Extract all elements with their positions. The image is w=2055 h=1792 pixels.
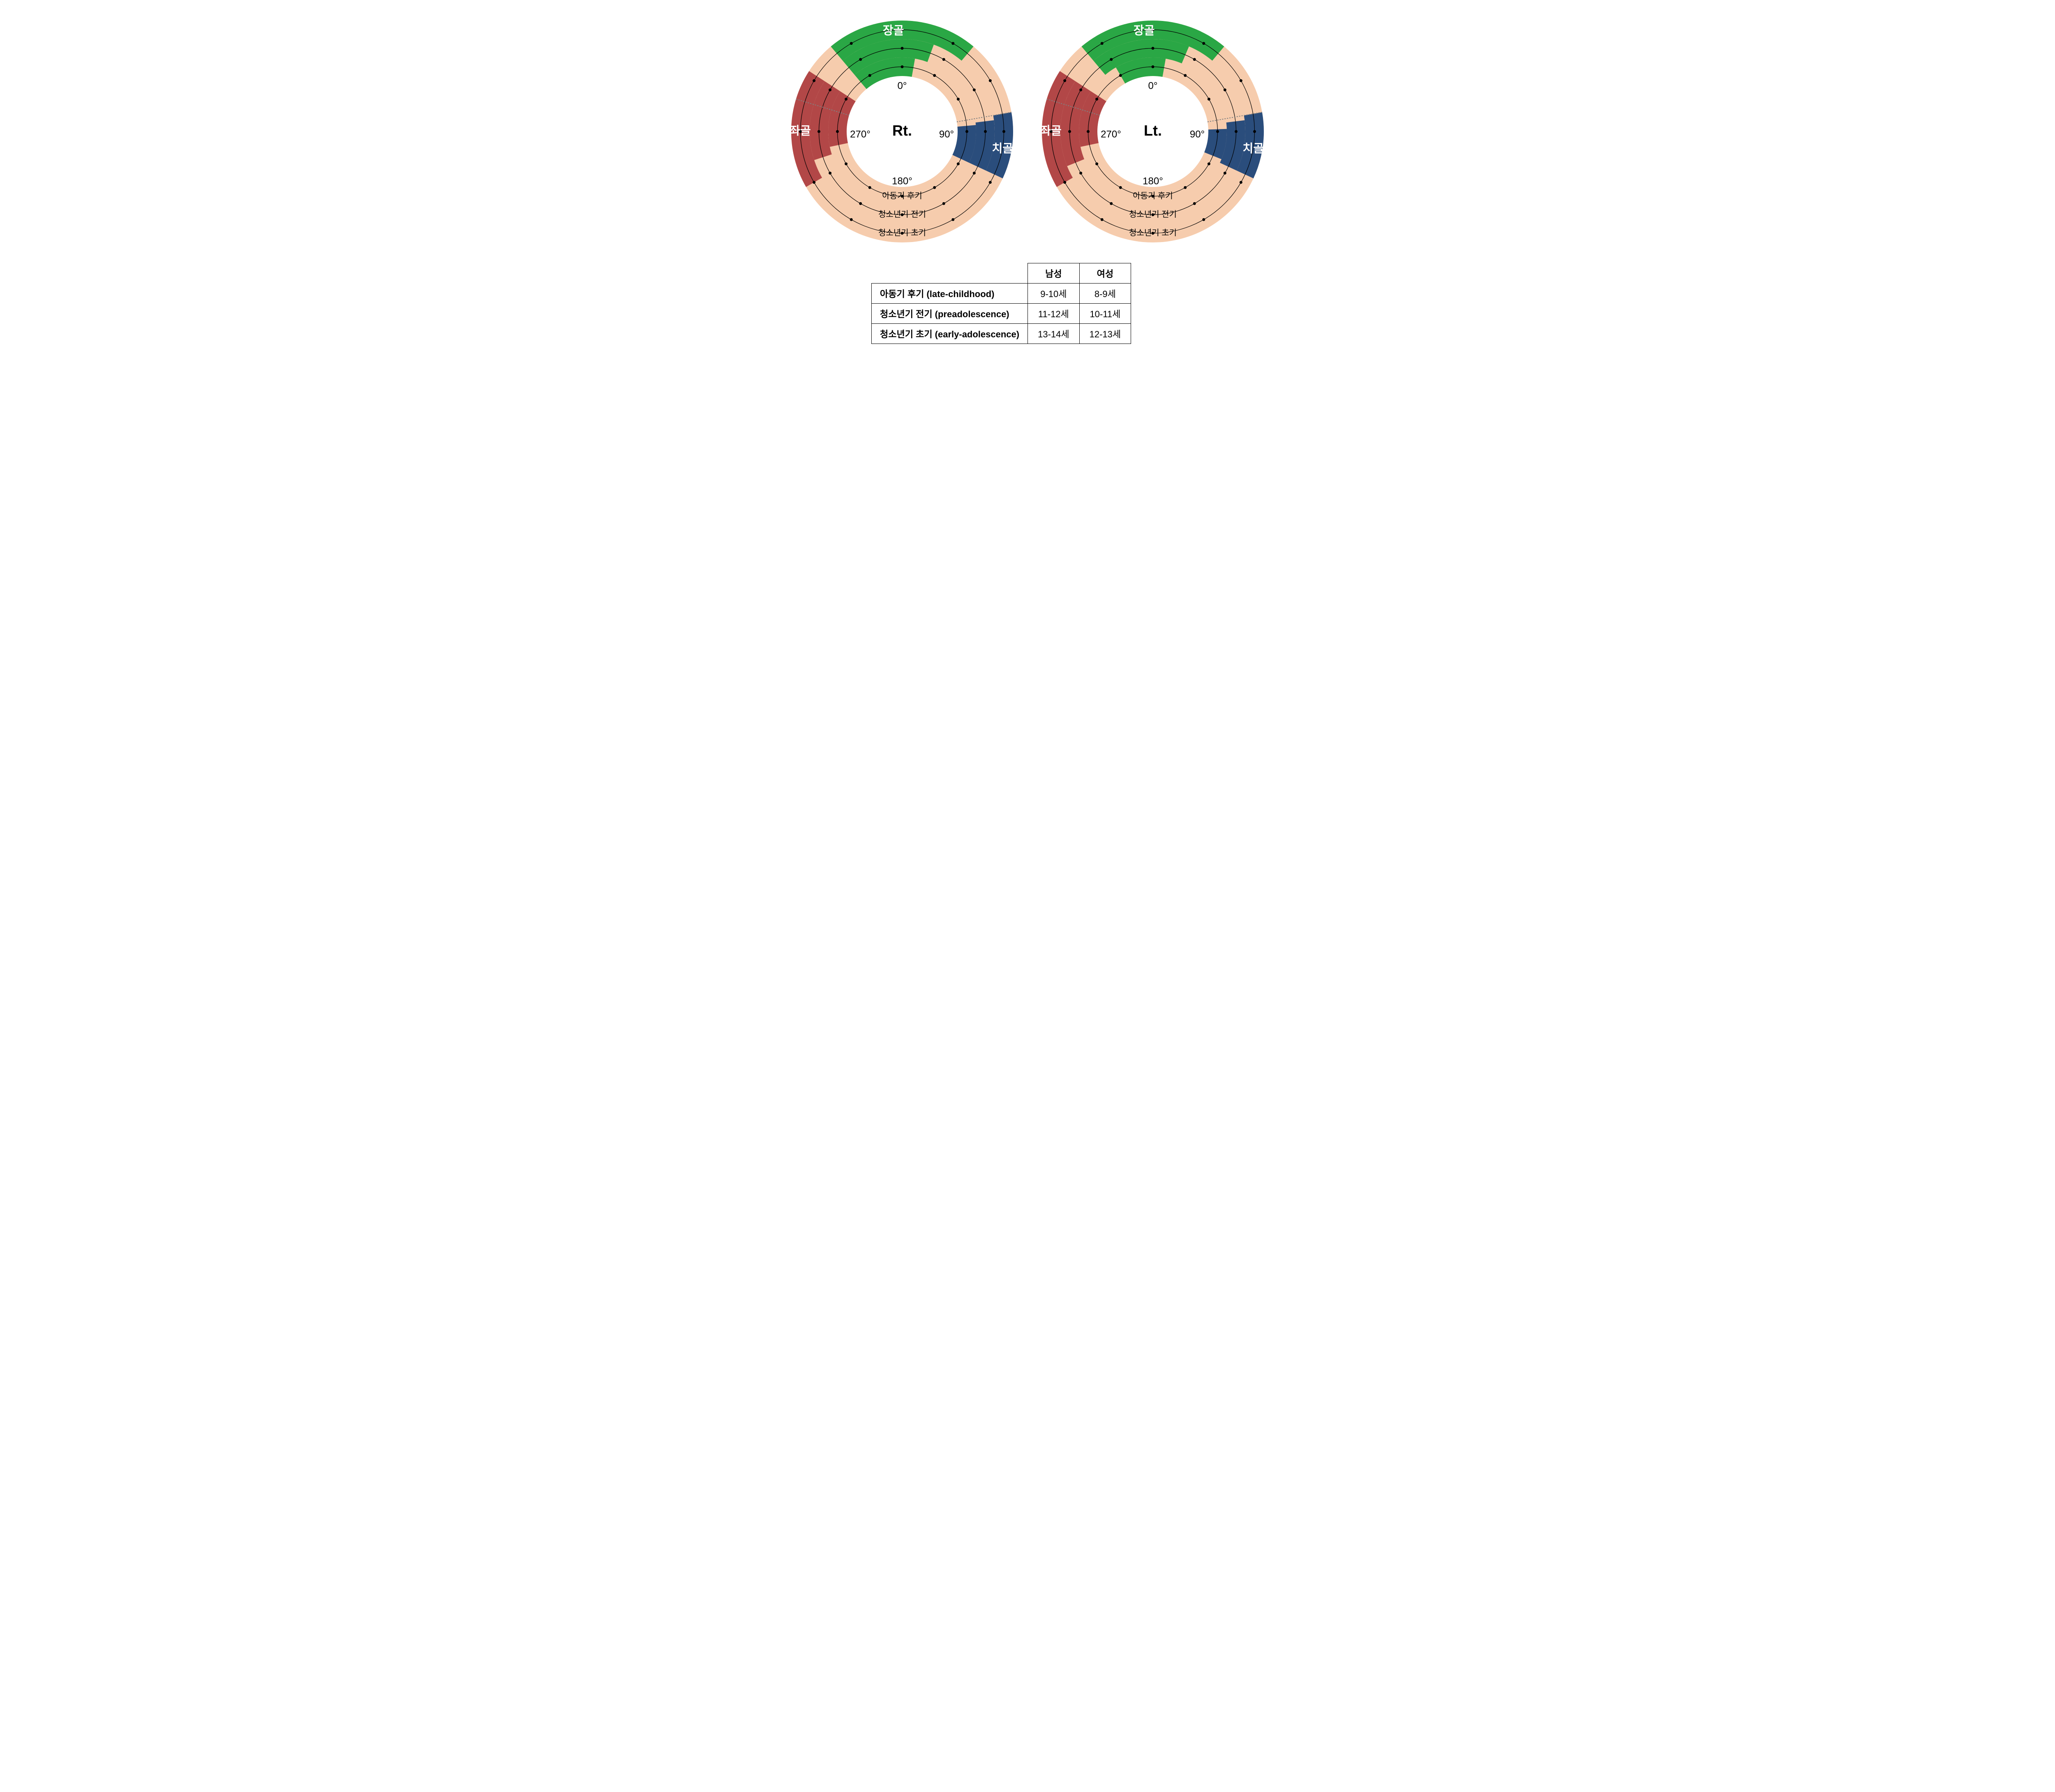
region-label-blue: 치골 xyxy=(1242,142,1264,155)
chart-rt-wrap: 장골좌골치골 0° 90° 180° 270° Rt. 아동기 후기청소년기 전기청소년기 … xyxy=(787,16,1017,247)
row-label: 청소년기 전기 (preadolescence) xyxy=(872,304,1028,324)
cell-male: 11-12세 xyxy=(1028,304,1080,324)
chart-lt-wrap: 장골좌골치골 0° 90° 180° 270° Lt. 아동기 후기청소년기 전기청소년기 … xyxy=(1038,16,1268,247)
region-label-red: 좌골 xyxy=(1040,124,1062,137)
degree-label: 90° xyxy=(939,129,954,140)
ring-label: 청소년기 전기 xyxy=(878,210,926,219)
degree-label: 180° xyxy=(892,175,912,187)
table-row: 청소년기 초기 (early-adolescence) 13-14세 12-13… xyxy=(872,324,1131,344)
table-corner-empty xyxy=(872,263,1028,284)
cell-female: 8-9세 xyxy=(1079,284,1131,304)
center-label: Lt. xyxy=(1144,122,1162,139)
row-label: 청소년기 초기 (early-adolescence) xyxy=(872,324,1028,344)
region-label-blue: 치골 xyxy=(992,142,1013,155)
degree-label: 180° xyxy=(1143,175,1163,187)
center-label: Rt. xyxy=(892,122,912,139)
cell-female: 10-11세 xyxy=(1079,304,1131,324)
charts-row: 장골좌골치골0°90°180°270°Rt.아동기 후기청소년기 전기청소년기 … xyxy=(756,16,1299,247)
ring-label: 아동기 후기 xyxy=(1133,191,1173,201)
degree-label: 0° xyxy=(1148,80,1158,91)
region-label-green: 장골 xyxy=(1134,24,1155,37)
row-label: 아동기 후기 (late-childhood) xyxy=(872,284,1028,304)
table-col-female: 여성 xyxy=(1079,263,1131,284)
cell-male: 13-14세 xyxy=(1028,324,1080,344)
table-col-male: 남성 xyxy=(1028,263,1080,284)
ring-label: 청소년기 초기 xyxy=(1129,228,1177,238)
table-header-row: 남성 여성 xyxy=(872,263,1131,284)
chart-rt: 장골좌골치골 0° 90° 180° 270° Rt. 아동기 후기청소년기 전기청소년기 … xyxy=(787,16,1017,247)
chart-lt: 장골좌골치골 0° 90° 180° 270° Lt. 아동기 후기청소년기 전기청소년기 … xyxy=(1038,16,1268,247)
degree-label: 270° xyxy=(1101,129,1121,140)
region-label-red: 좌골 xyxy=(790,124,811,137)
region-label-green: 장골 xyxy=(883,24,904,37)
page-root: 장골좌골치골0°90°180°270°Rt.아동기 후기청소년기 전기청소년기 … xyxy=(756,0,1299,377)
ring-label: 아동기 후기 xyxy=(882,191,922,201)
degree-label: 90° xyxy=(1190,129,1205,140)
ring-label: 청소년기 전기 xyxy=(1129,210,1177,219)
degree-label: 270° xyxy=(850,129,870,140)
cell-male: 9-10세 xyxy=(1028,284,1080,304)
degree-label: 0° xyxy=(898,80,907,91)
age-table: 남성 여성 아동기 후기 (late-childhood) 9-10세 8-9세… xyxy=(871,263,1131,344)
cell-female: 12-13세 xyxy=(1079,324,1131,344)
ring-label: 청소년기 초기 xyxy=(878,228,926,238)
table-row: 청소년기 전기 (preadolescence) 11-12세 10-11세 xyxy=(872,304,1131,324)
table-row: 아동기 후기 (late-childhood) 9-10세 8-9세 xyxy=(872,284,1131,304)
